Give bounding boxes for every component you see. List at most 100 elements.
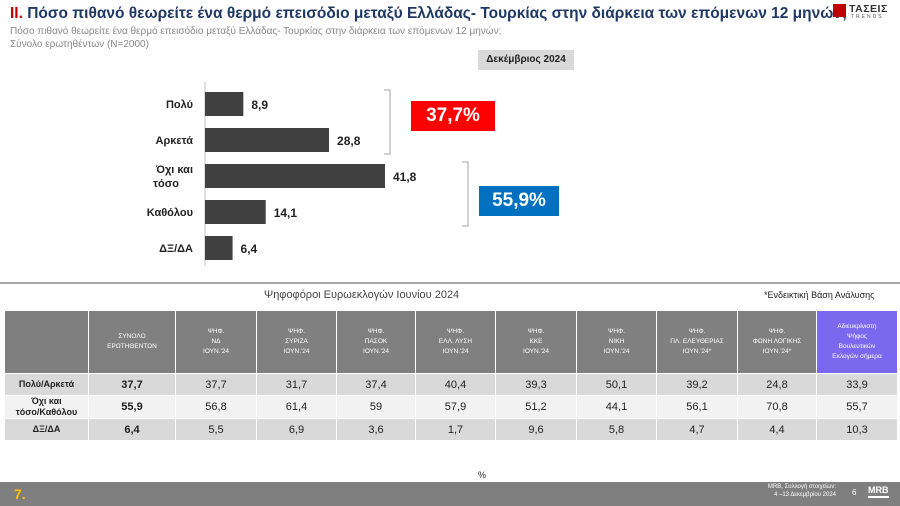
column-header-4: ΨΗΦ. ΕΛΛ. ΛΥΣΗ ΙΟΥΝ.'24 bbox=[415, 310, 496, 374]
table-cell: 37,4 bbox=[336, 373, 416, 396]
header-corner bbox=[4, 310, 89, 374]
column-header-line: ΨΗΦ. bbox=[607, 328, 626, 335]
column-header-line: Αδιευκρίνιστη bbox=[837, 323, 877, 330]
column-header-line: ΝΔ bbox=[211, 338, 221, 345]
column-header-line: ΙΟΥΝ.'24* bbox=[762, 348, 792, 355]
table-cell: 6,4 bbox=[88, 418, 176, 441]
table-cell: 59 bbox=[336, 395, 416, 419]
table-cell: 4,4 bbox=[737, 418, 817, 441]
period-label: Δεκέμβριος 2024 bbox=[478, 50, 574, 70]
table-cell: 1,7 bbox=[415, 418, 496, 441]
column-header-line: ΙΟΥΝ.'24* bbox=[682, 348, 712, 355]
column-header-line: ΝΙΚΗ bbox=[608, 338, 625, 345]
column-header-line: Ψήφος bbox=[846, 333, 867, 340]
source-line-1: MRB, Συλλογή στοιχείων: bbox=[767, 484, 836, 490]
column-header-line: ΨΗΦ. bbox=[207, 328, 225, 335]
category-label-0: Πολύ bbox=[166, 99, 193, 111]
row-label: ΔΞ/ΔΑ bbox=[4, 418, 89, 441]
table-cell: 6,9 bbox=[256, 418, 337, 441]
voters-table: ΣΥΝΟΛΟ ΕΡΩΤΗΘΕΝΤΩΝ ΨΗΦ. ΝΔ ΙΟΥΝ.'24 ΨΗΦ. ΣΥΡΙΖ… bbox=[4, 310, 898, 441]
column-header-line: ΙΟΥΝ.'24 bbox=[603, 348, 630, 355]
table-cell: 51,2 bbox=[495, 395, 577, 419]
table-cell: 39,3 bbox=[495, 373, 577, 396]
table-cell: 50,1 bbox=[576, 373, 657, 396]
value-label-4: 6,4 bbox=[241, 242, 258, 256]
page-title: II. Πόσο πιθανό θεωρείτε ένα θερμό επεισ… bbox=[10, 5, 847, 23]
bar-1 bbox=[205, 128, 330, 152]
column-header-line: ΙΟΥΝ.'24 bbox=[523, 348, 549, 355]
column-header-line: ΙΟΥΝ.'24 bbox=[363, 348, 389, 355]
column-header-2: ΨΗΦ. ΣΥΡΙΖΑ ΙΟΥΝ.'24 bbox=[256, 310, 337, 374]
category-label-4: ΔΞ/ΔΑ bbox=[159, 243, 193, 255]
table-cell: 57,9 bbox=[415, 395, 496, 419]
column-header-5: ΨΗΦ. ΚΚΕ ΙΟΥΝ.'24 bbox=[495, 310, 577, 374]
tasis-logo-text: ΤΑΣΕΙΣ bbox=[849, 3, 888, 15]
subtitle-question: Πόσο πιθανό θεωρείτε ένα θερμό επεισόδιο… bbox=[10, 26, 502, 37]
column-header-line: ΙΟΥΝ.'24 bbox=[283, 348, 310, 355]
column-header-7: ΨΗΦ. ΠΛ. ΕΛΕΥΘΕΡΙΑΣ ΙΟΥΝ.'24* bbox=[656, 310, 738, 374]
row-label: Πολύ/Αρκετά bbox=[4, 373, 89, 396]
table-row: Όχι και τόσο/Καθόλου 55,9 56,8 61,4 59 57,9 51,… bbox=[4, 395, 898, 419]
table-cell: 55,7 bbox=[816, 395, 898, 419]
value-label-1: 28,8 bbox=[337, 134, 361, 148]
category-label-2: Όχι και τόσο bbox=[153, 164, 193, 190]
question-title: Πόσο πιθανό θεωρείτε ένα θερμό επεισόδιο… bbox=[27, 5, 848, 22]
column-header-line: Εκλογών σήμερα bbox=[832, 353, 882, 360]
table-note: *Ενδεικτική Βάση Ανάλυσης bbox=[764, 290, 875, 300]
column-header-line: ΨΗΦ. bbox=[446, 328, 465, 335]
column-header-9: Αδιευκρίνιστη Ψήφος Βουλευτικών Εκλογών σήμ… bbox=[816, 310, 898, 374]
column-header-line: ΦΩΝΗ ΛΟΓΙΚΗΣ bbox=[752, 338, 802, 345]
source-note: MRB, Συλλογή στοιχείων: 4 –13 Δεκεμβρίου… bbox=[756, 483, 836, 499]
table-cell: 10,3 bbox=[816, 418, 898, 441]
category-label-3: Καθόλου bbox=[147, 207, 193, 219]
table-cell: 39,2 bbox=[656, 373, 738, 396]
column-header-8: ΨΗΦ. ΦΩΝΗ ΛΟΓΙΚΗΣ ΙΟΥΝ.'24* bbox=[737, 310, 817, 374]
column-header-line: Βουλευτικών bbox=[838, 343, 876, 350]
table-cell: 24,8 bbox=[737, 373, 817, 396]
section-number: II. bbox=[10, 5, 23, 22]
unlikely-total-callout: 55,9% bbox=[479, 186, 559, 216]
group-bracket-0 bbox=[384, 89, 391, 155]
table-cell: 70,8 bbox=[737, 395, 817, 419]
column-header-6: ΨΗΦ. ΝΙΚΗ ΙΟΥΝ.'24 bbox=[576, 310, 657, 374]
column-header-line: ΙΟΥΝ.'24 bbox=[442, 348, 469, 355]
subtitle: Πόσο πιθανό θεωρείτε ένα θερμό επεισόδιο… bbox=[10, 25, 501, 51]
table-cell: 56,8 bbox=[175, 395, 257, 419]
value-label-2: 41,8 bbox=[393, 170, 417, 184]
source-line-2: 4 –13 Δεκεμβρίου 2024 bbox=[774, 492, 836, 498]
table-cell: 9,6 bbox=[495, 418, 577, 441]
table-cell: 40,4 bbox=[415, 373, 496, 396]
table-cell: 3,6 bbox=[336, 418, 416, 441]
column-header-line: ΕΛΛ. ΛΥΣΗ bbox=[438, 338, 473, 345]
bar-0 bbox=[205, 92, 244, 116]
column-header-3: ΨΗΦ. ΠΑΣΟΚ ΙΟΥΝ.'24 bbox=[336, 310, 416, 374]
table-cell: 56,1 bbox=[656, 395, 738, 419]
column-header-line: ΚΚΕ bbox=[529, 338, 543, 345]
value-label-3: 14,1 bbox=[274, 206, 298, 220]
column-header-line: ΨΗΦ. bbox=[768, 328, 786, 335]
mrb-logo: MRB bbox=[868, 485, 889, 498]
table-cell: 31,7 bbox=[256, 373, 337, 396]
row-label: Όχι και τόσο/Καθόλου bbox=[4, 395, 89, 419]
table-cell: 5,5 bbox=[175, 418, 257, 441]
table-cell: 5,8 bbox=[576, 418, 657, 441]
column-header-line: ΨΗΦ. bbox=[688, 328, 706, 335]
table-cell: 44,1 bbox=[576, 395, 657, 419]
slide-number: 7. bbox=[14, 486, 26, 502]
table-cell: 37,7 bbox=[88, 373, 176, 396]
column-header-line: ΠΑΣΟΚ bbox=[364, 338, 388, 345]
column-header-line: ΣΥΝΟΛΟ bbox=[118, 333, 146, 340]
column-header-line: ΠΛ. ΕΛΕΥΘΕΡΙΑΣ bbox=[670, 338, 724, 345]
table-cell: 61,4 bbox=[256, 395, 337, 419]
column-header-line: ΨΗΦ. bbox=[527, 328, 545, 335]
table-cell: 33,9 bbox=[816, 373, 898, 396]
subtitle-base: Σύνολο ερωτηθέντων (N=2000) bbox=[10, 39, 149, 50]
column-header-line: ΨΗΦ. bbox=[287, 328, 306, 335]
bar-4 bbox=[205, 236, 233, 260]
column-header-line: ΕΡΩΤΗΘΕΝΤΩΝ bbox=[107, 343, 157, 350]
footer-bar: 7. MRB, Συλλογή στοιχείων: 4 –13 Δεκεμβρ… bbox=[0, 482, 900, 506]
column-header-0: ΣΥΝΟΛΟ ΕΡΩΤΗΘΕΝΤΩΝ bbox=[88, 310, 176, 374]
bar-3 bbox=[205, 200, 266, 224]
table-header-row: ΣΥΝΟΛΟ ΕΡΩΤΗΘΕΝΤΩΝ ΨΗΦ. ΝΔ ΙΟΥΝ.'24 ΨΗΦ. ΣΥΡΙΖ… bbox=[4, 310, 898, 374]
table-title: Ψηφοφόροι Ευρωεκλογών Ιουνίου 2024 bbox=[264, 289, 460, 301]
